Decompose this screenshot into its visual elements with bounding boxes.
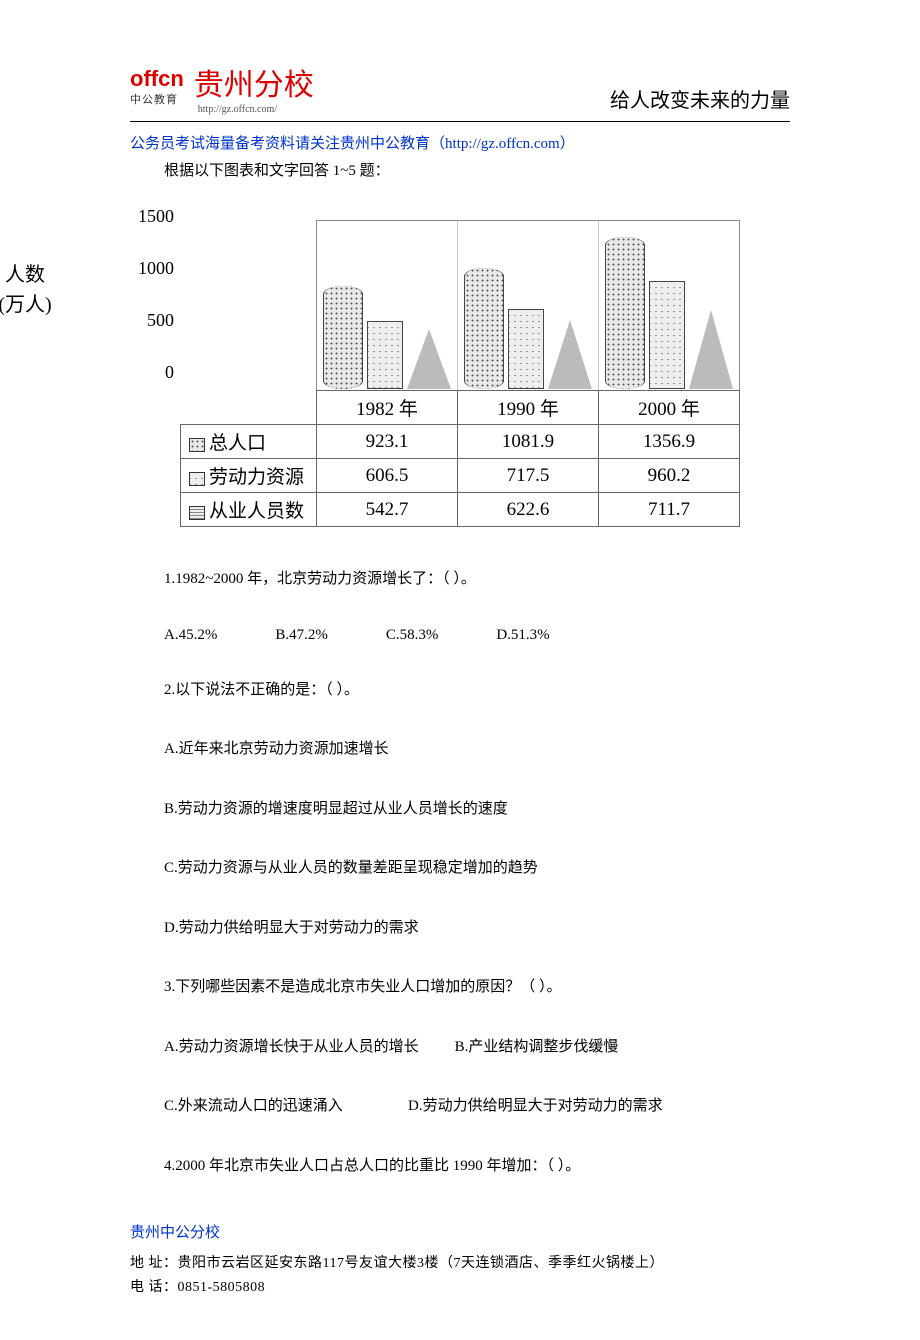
- footer-phone-label: 电 话：: [130, 1280, 178, 1295]
- bar-employed: [689, 310, 733, 389]
- y-axis-label-1: 人数: [0, 260, 60, 290]
- question-4: 4.2000 年北京市失业人口占总人口的比重比 1990 年增加：（ ）。: [164, 1154, 790, 1180]
- data-cell: 622.6: [458, 493, 599, 527]
- data-cell: 1356.9: [599, 425, 740, 459]
- logo-icon-sub: 中公教育: [130, 91, 184, 107]
- page-footer: 贵州中公分校 地 址：贵阳市云岩区延安东路117号友谊大楼3楼（7天连锁酒店、季…: [130, 1221, 790, 1300]
- data-cell: 711.7: [599, 493, 740, 527]
- logo-text-wrap: 贵州分校 http://gz.offcn.com/: [194, 60, 314, 115]
- q1-opt-c: C.58.3%: [386, 627, 439, 644]
- logo-branch: 贵州分校: [194, 60, 314, 104]
- slogan: 给人改变未来的力量: [610, 84, 790, 115]
- q2-opt-c: C.劳动力资源与从业人员的数量差距呈现稳定增加的趋势: [164, 856, 790, 882]
- bar-total-pop: [323, 286, 363, 389]
- q3-row2: C.外来流动人口的迅速涌入 D.劳动力供给明显大于对劳动力的需求: [164, 1094, 790, 1120]
- data-cell: 606.5: [317, 459, 458, 493]
- y-tick-1000: 1000: [138, 258, 174, 279]
- q3-opt-a: A.劳动力资源增长快于从业人员的增长: [164, 1035, 419, 1061]
- footer-phone: 电 话：0851-5805808: [130, 1276, 790, 1300]
- y-ticks: 1500 1000 500 0: [54, 210, 174, 380]
- q1-opt-d: D.51.3%: [496, 627, 549, 644]
- intro-text: 根据以下图表和文字回答 1~5 题：: [164, 159, 790, 180]
- y-axis-label: 人数 (万人): [0, 260, 60, 320]
- data-cell: 1081.9: [458, 425, 599, 459]
- year-header-cell: 1990 年: [458, 391, 599, 425]
- logo-icon-top: offcn: [130, 66, 184, 91]
- data-cell: 717.5: [458, 459, 599, 493]
- chart-plot: [316, 220, 740, 390]
- bar-total-pop: [464, 268, 504, 389]
- q3-opt-b: B.产业结构调整步伐缓慢: [455, 1035, 619, 1061]
- bar-total-pop: [605, 237, 645, 389]
- q2-opt-a: A.近年来北京劳动力资源加速增长: [164, 737, 790, 763]
- notice-link[interactable]: http://gz.offcn.com: [445, 136, 560, 152]
- y-tick-0: 0: [165, 362, 174, 383]
- y-tick-500: 500: [147, 310, 174, 331]
- footer-phone-val: 0851-5805808: [178, 1280, 266, 1295]
- notice-line: 公务员考试海量备考资料请关注贵州中公教育（http://gz.offcn.com…: [130, 132, 790, 153]
- chart-block: 人数 (万人) 1500 1000 500 0 1982 年1990 年2000…: [180, 220, 740, 527]
- notice-open: （: [430, 136, 445, 152]
- footer-address-val: 贵阳市云岩区延安东路117号友谊大楼3楼（7天连锁酒店、季季红火锅楼上）: [178, 1256, 664, 1271]
- q2-opt-d: D.劳动力供给明显大于对劳动力的需求: [164, 916, 790, 942]
- notice-close: ）: [560, 136, 575, 152]
- footer-address: 地 址：贵阳市云岩区延安东路117号友谊大楼3楼（7天连锁酒店、季季红火锅楼上）: [130, 1252, 790, 1276]
- logo-url: http://gz.offcn.com/: [198, 104, 314, 115]
- notice-prefix: 公务员考试海量备考资料请关注贵州中公教育: [130, 136, 430, 152]
- bar-employed: [407, 329, 451, 389]
- q1-options: A.45.2% B.47.2% C.58.3% D.51.3%: [164, 627, 790, 644]
- data-cell: 542.7: [317, 493, 458, 527]
- y-tick-1500: 1500: [138, 206, 174, 227]
- question-3: 3.下列哪些因素不是造成北京市失业人口增加的原因？（ ）。: [164, 975, 790, 1001]
- footer-address-label: 地 址：: [130, 1256, 178, 1271]
- q3-opt-c: C.外来流动人口的迅速涌入: [164, 1094, 372, 1120]
- bar-labor: [367, 321, 403, 389]
- q3-row1: A.劳动力资源增长快于从业人员的增长 B.产业结构调整步伐缓慢: [164, 1035, 790, 1061]
- y-axis-label-2: (万人): [0, 290, 60, 320]
- year-header-cell: 2000 年: [599, 391, 740, 425]
- page-header: offcn 中公教育 贵州分校 http://gz.offcn.com/ 给人改…: [130, 60, 790, 122]
- bar-employed: [548, 320, 592, 389]
- chart-column: [598, 221, 739, 390]
- q3-opt-d: D.劳动力供给明显大于对劳动力的需求: [408, 1094, 663, 1120]
- q1-opt-b: B.47.2%: [275, 627, 328, 644]
- bar-labor: [649, 281, 685, 389]
- year-header-cell: 1982 年: [317, 391, 458, 425]
- data-cell: 923.1: [317, 425, 458, 459]
- q1-opt-a: A.45.2%: [164, 627, 217, 644]
- logo-block: offcn 中公教育 贵州分校 http://gz.offcn.com/: [130, 60, 314, 115]
- bar-labor: [508, 309, 544, 389]
- logo-icon: offcn 中公教育: [130, 68, 184, 107]
- q2-opt-b: B.劳动力资源的增速度明显超过从业人员增长的速度: [164, 797, 790, 823]
- data-cell: 960.2: [599, 459, 740, 493]
- footer-title[interactable]: 贵州中公分校: [130, 1221, 790, 1242]
- question-2: 2.以下说法不正确的是：（ ）。: [164, 678, 790, 704]
- chart-column: [317, 221, 457, 390]
- question-1: 1.1982~2000 年，北京劳动力资源增长了：（ ）。: [164, 567, 790, 593]
- chart-column: [457, 221, 598, 390]
